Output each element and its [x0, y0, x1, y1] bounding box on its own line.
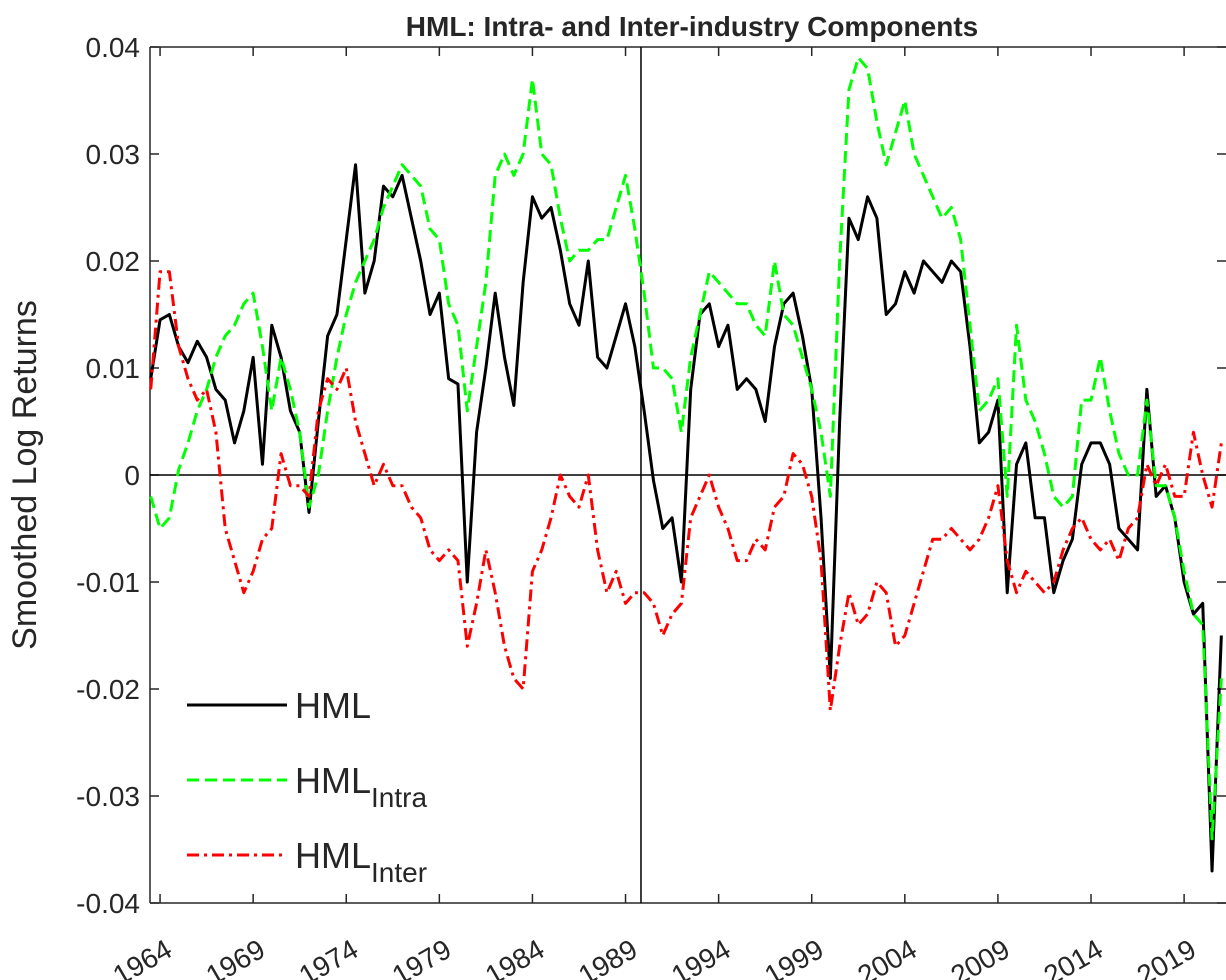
- y-axis-label: Smoothed Log Returns: [6, 300, 44, 650]
- x-tick-label: 2014: [1039, 933, 1108, 980]
- y-tick-label: -0.03: [76, 781, 140, 812]
- x-tick-label: 1974: [294, 933, 363, 980]
- x-tick-label: 1964: [108, 933, 177, 980]
- legend-label: HMLInter: [295, 835, 427, 888]
- x-tick-label: 1984: [480, 933, 549, 980]
- legend-subscript: Inter: [371, 857, 427, 888]
- y-tick-label: 0: [124, 460, 140, 491]
- x-tick-label: 2009: [945, 933, 1014, 980]
- y-tick-label: 0.02: [86, 246, 141, 277]
- y-tick-label: -0.02: [76, 674, 140, 705]
- series-line: [149, 163, 1223, 873]
- x-tick-label: 1999: [759, 933, 828, 980]
- legend-name: HML: [295, 835, 371, 876]
- legend-subscript: Intra: [371, 782, 427, 813]
- legend-label: HMLIntra: [295, 760, 427, 813]
- x-tick-label: 1969: [201, 933, 270, 980]
- y-tick-label: 0.03: [86, 139, 141, 170]
- series-line: [149, 270, 1223, 712]
- x-tick-label: 1994: [666, 933, 735, 980]
- chart-title: HML: Intra- and Inter-industry Component…: [406, 11, 978, 42]
- legend-name: HML: [295, 760, 371, 801]
- x-tick-label: 1989: [573, 933, 642, 980]
- y-tick-label: -0.04: [76, 888, 140, 919]
- x-tick-label: 1979: [387, 933, 456, 980]
- x-tick-label: 2004: [852, 933, 921, 980]
- y-tick-label: 0.04: [86, 32, 141, 63]
- series-line: [149, 56, 1223, 841]
- y-tick-label: 0.01: [86, 353, 141, 384]
- x-tick-label: 2019: [1132, 933, 1201, 980]
- y-tick-label: -0.01: [76, 567, 140, 598]
- legend-name: HML: [295, 685, 371, 726]
- legend-label: HML: [295, 685, 371, 726]
